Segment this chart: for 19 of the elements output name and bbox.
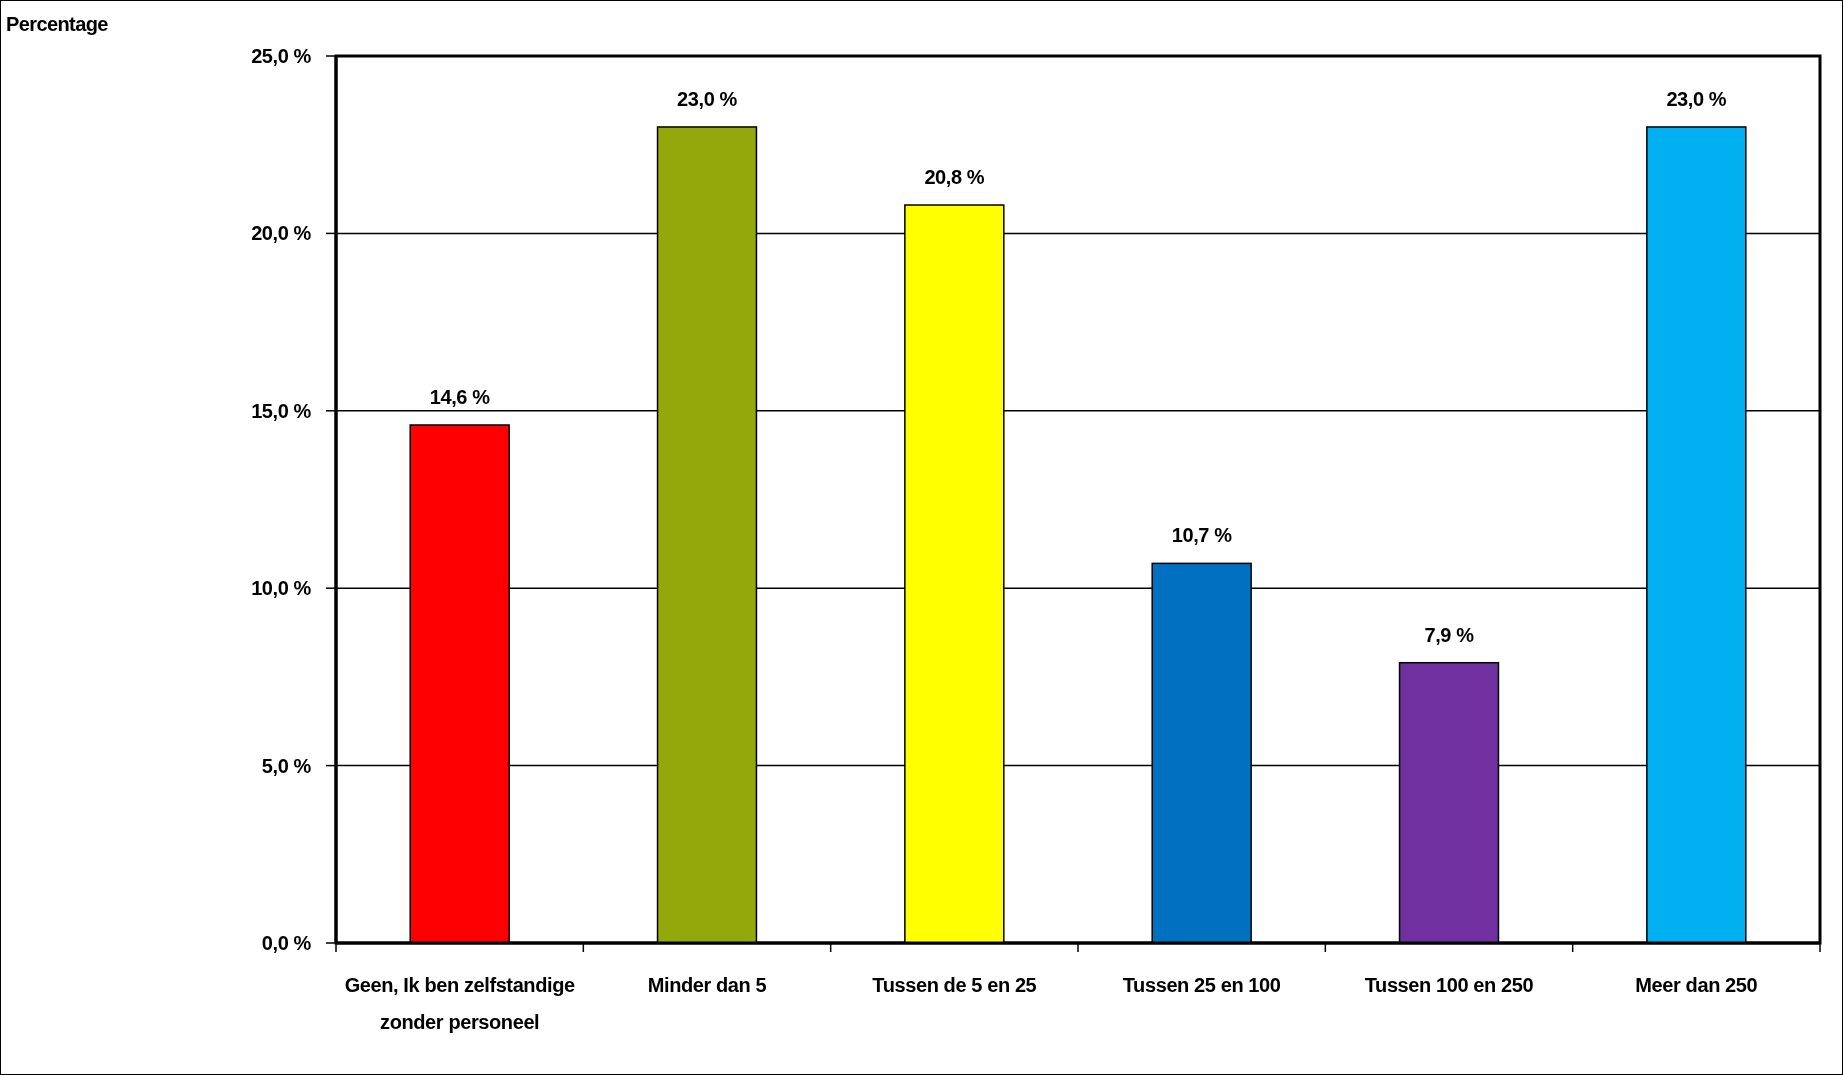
y-tick-label: 10,0 % bbox=[251, 577, 312, 600]
data-label: 7,9 % bbox=[1424, 623, 1475, 646]
data-label: 20,8 % bbox=[924, 166, 985, 189]
data-label: 23,0 % bbox=[1666, 87, 1727, 110]
x-tick-label: Geen, Ik ben zelfstandige zonder personeel bbox=[344, 974, 575, 1033]
x-tick-label: Tussen 25 en 100 bbox=[1122, 974, 1281, 996]
y-tick-label: 0,0 % bbox=[261, 932, 312, 954]
y-tick-label: 5,0 % bbox=[261, 754, 312, 777]
y-tick-label: 15,0 % bbox=[251, 399, 312, 422]
data-label: 14,6 % bbox=[429, 385, 491, 408]
data-label: 10,7 % bbox=[1171, 524, 1233, 547]
x-tick-label: Tussen 100 en 250 bbox=[1364, 974, 1534, 996]
y-tick-label: 25,0 % bbox=[251, 45, 312, 67]
y-tick-label: 20,0 % bbox=[251, 222, 312, 245]
data-label: 23,0 % bbox=[677, 87, 738, 110]
x-tick-label: Minder dan 5 bbox=[647, 974, 767, 996]
text: Percentage bbox=[6, 13, 109, 35]
x-tick-label: Meer dan 250 bbox=[1635, 974, 1758, 996]
x-tick-label: Tussen de 5 en 25 bbox=[872, 974, 1037, 996]
